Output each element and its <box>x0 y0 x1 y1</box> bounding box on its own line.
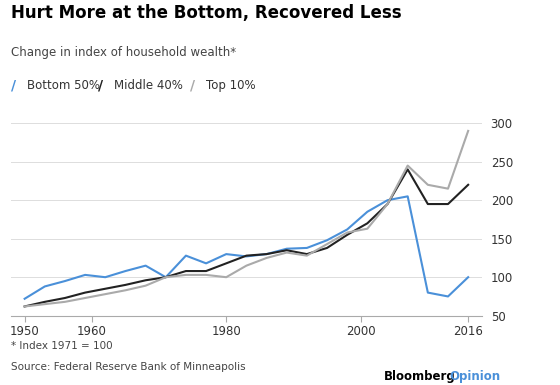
Text: * Index 1971 = 100: * Index 1971 = 100 <box>11 341 113 351</box>
Text: Opinion: Opinion <box>450 370 501 383</box>
Text: Top 10%: Top 10% <box>206 79 256 92</box>
Text: Middle 40%: Middle 40% <box>114 79 183 92</box>
Text: Bloomberg: Bloomberg <box>384 370 455 383</box>
Text: Hurt More at the Bottom, Recovered Less: Hurt More at the Bottom, Recovered Less <box>11 4 402 22</box>
Text: Bottom 50%: Bottom 50% <box>27 79 100 92</box>
Text: Source: Federal Reserve Bank of Minneapolis: Source: Federal Reserve Bank of Minneapo… <box>11 362 246 372</box>
Text: /: / <box>11 79 16 93</box>
Text: /: / <box>190 79 195 93</box>
Text: Change in index of household wealth*: Change in index of household wealth* <box>11 46 236 59</box>
Text: /: / <box>98 79 103 93</box>
